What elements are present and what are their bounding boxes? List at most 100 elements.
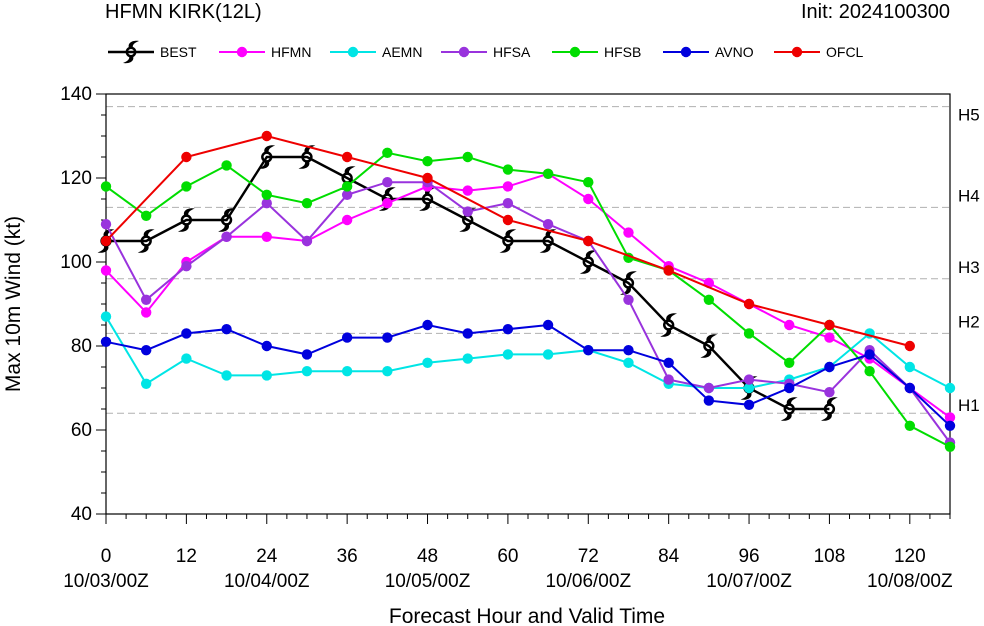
data-point [623,227,634,238]
legend-label: AVNO [715,44,754,60]
data-point [341,332,353,343]
data-point [663,357,674,368]
x-tick-label: 60 [497,546,518,567]
chart-title: HFMN KIRK(12L) [105,1,262,23]
legend-swatch-marker [680,46,692,58]
category-label: H2 [958,312,980,331]
y-tick-label: 80 [71,336,92,357]
x-tick-label: 96 [738,546,759,567]
x-tick-label: 24 [256,546,278,567]
legend-swatch-marker [791,46,803,58]
x-tick-label: 120 [894,546,926,567]
data-point [703,382,715,394]
hurricane-marker [137,229,155,253]
category-label: H3 [958,258,980,277]
data-point [542,168,554,179]
x-tick-label: 48 [417,546,438,567]
data-point [864,349,875,360]
data-point [462,353,473,364]
data-point [181,353,192,364]
data-point [824,319,835,331]
data-point [904,420,916,431]
data-point [824,387,835,398]
x-date-label: 10/03/00Z [63,571,149,592]
legend: BEST HFMN AEMN HFSA HFSB AVNO OFCL [108,40,864,64]
axes: 40 60 80 100 120 140 0 12 24 36 48 60 72 84 96 108 120 10… [60,84,953,592]
data-point [462,328,473,339]
data-point [502,214,514,226]
data-point [422,319,433,331]
data-point [382,147,393,158]
y-tick-label: 40 [71,504,92,525]
hurricane-marker [780,397,798,421]
data-point [261,370,272,381]
data-point [341,366,353,377]
hurricane-marker [218,208,235,232]
data-point [422,172,433,184]
y-tick-label: 100 [60,252,92,273]
data-point [663,265,674,276]
data-point [944,382,956,394]
series-ofcl [100,130,916,352]
hurricane-marker [579,250,597,274]
series-line [105,151,951,448]
series-hfmn [100,168,956,423]
data-point [583,345,594,356]
data-point [341,181,353,192]
legend-label: BEST [160,44,197,60]
data-point [301,198,313,209]
data-point [221,370,232,381]
data-point [341,214,353,226]
data-point [261,198,272,209]
legend-label: HFSA [493,44,531,60]
data-point [784,357,795,368]
data-point [100,311,112,322]
x-tick-label: 72 [578,546,599,567]
data-point [140,345,152,356]
data-point [623,357,634,368]
data-point [181,328,192,339]
legend-item-hfsb: HFSB [552,44,641,60]
data-point [944,412,956,423]
x-date-label: 10/08/00Z [867,571,953,592]
data-point [502,324,514,335]
series-avno [100,319,956,431]
data-point [140,210,152,221]
data-point [100,219,112,230]
x-axis-label: Forecast Hour and Valid Time [389,605,665,626]
legend-label: AEMN [382,44,422,60]
data-point [904,361,916,373]
legend-swatch-marker [569,46,581,58]
data-point [944,420,956,431]
data-point [181,151,192,163]
x-date-label: 10/05/00Z [385,571,471,592]
data-point [583,235,594,247]
data-point [743,374,755,385]
data-point [140,294,152,305]
legend-swatch-marker [458,46,470,58]
data-point [542,319,554,331]
legend-item-aemn: AEMN [330,44,422,60]
legend-item-avno: AVNO [663,44,754,60]
data-point [703,395,715,406]
data-point [784,382,795,394]
data-point [341,189,353,200]
data-point [221,160,232,171]
data-point [462,151,473,163]
category-label: H4 [958,186,980,205]
x-tick-label: 0 [101,546,112,567]
data-point [542,349,554,360]
legend-label: HFSB [604,44,641,60]
data-point [341,151,353,163]
data-point [422,156,433,167]
data-point [221,324,232,335]
data-point [904,340,916,352]
data-point [100,181,112,192]
data-point [824,332,835,343]
data-point [100,235,112,247]
init-label: Init: 2024100300 [801,1,950,23]
plot-frame [105,93,951,515]
legend-label: OFCL [826,44,864,60]
category-gridlines: H1 H2 H3 H4 H5 [106,106,980,415]
